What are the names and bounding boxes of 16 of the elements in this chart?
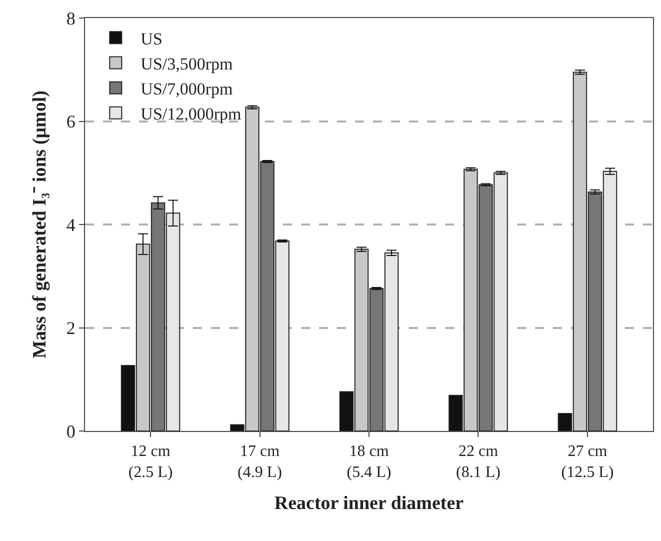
y-tick-label: 4 [66,214,76,235]
y-tick-label: 6 [66,112,76,132]
legend-label: US/3,500rpm [140,54,233,74]
legend-label: US/7,000rpm [140,79,233,98]
x-tick-label: 18 cm (5.4 L) [346,443,392,481]
y-axis-title: Mass of generated I₃⁻ ions (μmol) [29,90,50,358]
y-tick-label: 8 [66,8,76,28]
x-tick-label: 17 cm (4.9 L) [238,443,282,481]
x-axis-title: Reactor inner diameter [274,492,464,514]
legend-label: US [140,29,162,48]
legend-label: US/12,000rpm [140,104,242,124]
x-tick-label: 12 cm (2.5 L) [128,443,173,481]
x-tick-label: 27 cm (12.5 L) [561,443,614,481]
x-tick-label: 22 cm (8.1 L) [456,443,500,481]
y-tick-label: 2 [66,318,76,338]
y-tick-label: 0 [66,421,76,442]
